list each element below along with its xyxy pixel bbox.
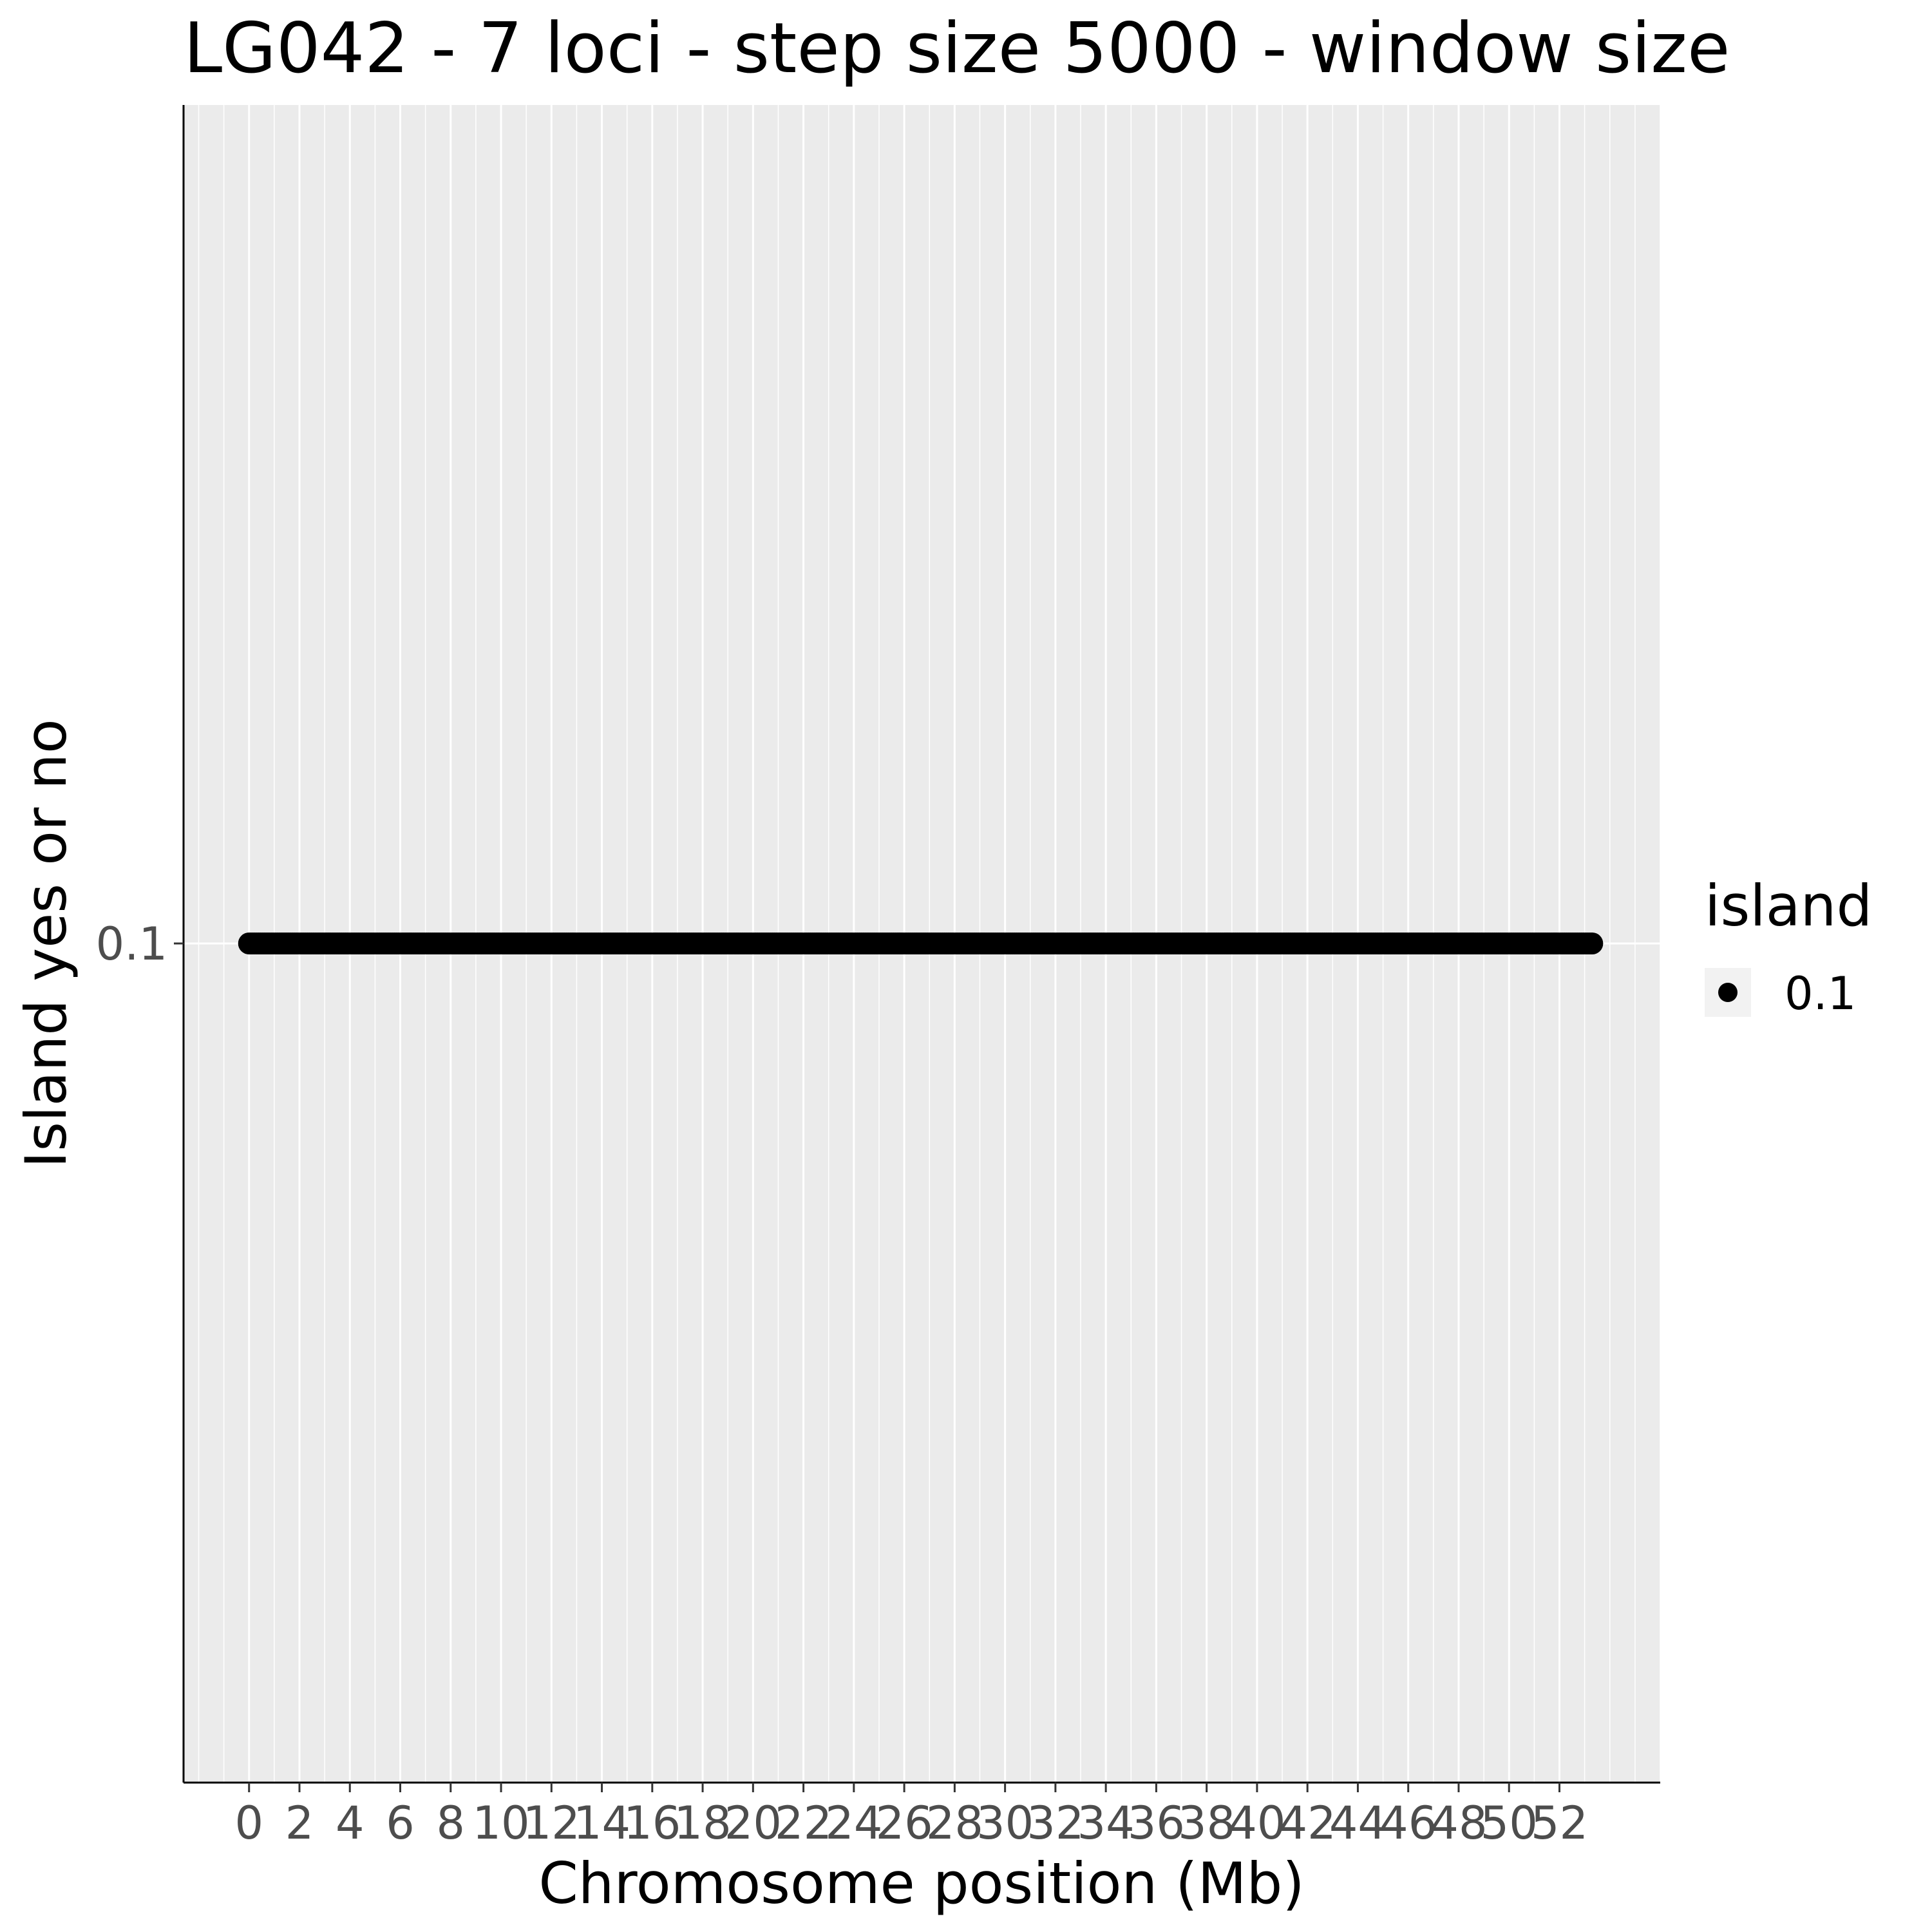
x-tick-label: 50 <box>1481 1797 1538 1850</box>
x-tick-label: 52 <box>1531 1797 1588 1850</box>
data-points <box>238 933 1604 954</box>
x-axis-ticks: 0 2 4 6 8 10121416182022242628303234363840424… <box>234 1783 1588 1850</box>
x-tick-label: 44 <box>1329 1797 1387 1850</box>
x-tick-label: 2 <box>285 1797 314 1850</box>
legend-title: island <box>1705 873 1872 939</box>
x-tick-label: 10 <box>472 1797 529 1850</box>
x-tick-label: 24 <box>825 1797 882 1850</box>
x-tick-label: 46 <box>1379 1797 1437 1850</box>
legend-label: 0.1 <box>1785 967 1856 1020</box>
x-tick-label: 20 <box>724 1797 782 1850</box>
x-tick-label: 26 <box>876 1797 933 1850</box>
x-tick-label: 38 <box>1178 1797 1235 1850</box>
x-tick-label: 4 <box>336 1797 365 1850</box>
x-tick-label: 30 <box>976 1797 1034 1850</box>
x-tick-label: 14 <box>573 1797 630 1850</box>
x-tick-label: 48 <box>1430 1797 1487 1850</box>
x-tick-label: 16 <box>623 1797 681 1850</box>
x-tick-label: 6 <box>386 1797 415 1850</box>
x-tick-label: 40 <box>1228 1797 1285 1850</box>
x-tick-label: 22 <box>775 1797 832 1850</box>
x-tick-label: 42 <box>1279 1797 1336 1850</box>
y-tick-label: 0.1 <box>96 918 167 971</box>
x-tick-label: 18 <box>674 1797 732 1850</box>
chart-title: LG042 - 7 loci - step size 5000 - window… <box>184 8 1730 89</box>
x-tick-label: 34 <box>1077 1797 1135 1850</box>
legend-point-marker <box>1718 983 1738 1002</box>
y-axis-title: Island yes or no <box>13 719 79 1168</box>
y-axis-ticks: 0.1 <box>96 918 184 971</box>
x-tick-label: 12 <box>523 1797 580 1850</box>
x-tick-label: 28 <box>926 1797 983 1850</box>
x-tick-label: 32 <box>1027 1797 1084 1850</box>
data-point <box>1581 933 1604 954</box>
x-axis-title: Chromosome position (Mb) <box>538 1850 1304 1917</box>
x-tick-label: 8 <box>437 1797 466 1850</box>
x-tick-label: 0 <box>234 1797 263 1850</box>
legend: island 0.1 <box>1705 873 1872 1020</box>
x-tick-label: 36 <box>1128 1797 1185 1850</box>
